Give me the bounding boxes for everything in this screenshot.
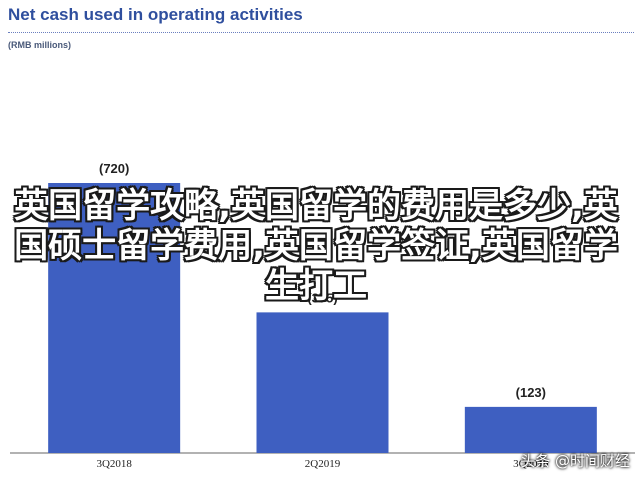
title-divider: [8, 32, 634, 33]
data-label-3Q2018: (720): [99, 161, 129, 176]
overlay-caption: 英国留学攻略,英国留学的费用是多少,英国硕士留学费用,英国留学签证,英国留学生打…: [14, 186, 618, 306]
data-label-2Q2019: (375): [307, 290, 337, 305]
data-label-3Q2019: (123): [516, 385, 546, 400]
chart-title: Net cash used in operating activities: [8, 5, 303, 24]
bar-3Q2019: [464, 406, 597, 453]
x-tick-label-3Q2018: 3Q2018: [96, 458, 132, 470]
bar-3Q2018: [48, 183, 181, 453]
bar-2Q2019: [256, 312, 389, 453]
x-tick-label-2Q2019: 2Q2019: [305, 458, 341, 470]
unit-label: (RMB millions): [8, 40, 71, 50]
x-tick-label-3Q2019: 3Q2019: [513, 458, 549, 470]
watermark: 头条 @时间财经: [520, 452, 630, 470]
